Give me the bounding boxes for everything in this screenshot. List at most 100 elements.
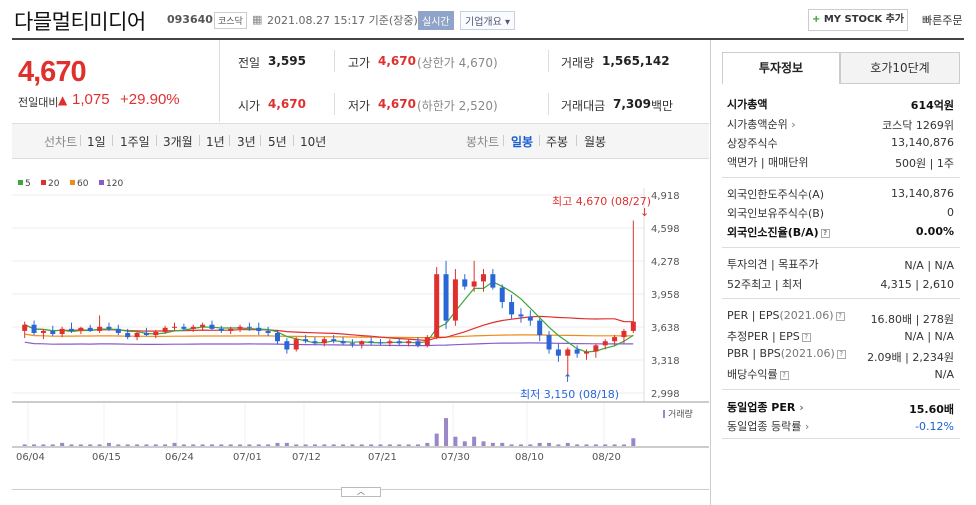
period-3y[interactable]: 3년 [237, 135, 256, 149]
candle-body [59, 328, 65, 335]
divider [722, 298, 960, 299]
cap-rank-label[interactable]: 시가총액순위 › [727, 116, 796, 132]
expand-chart-button[interactable]: ︿ [341, 487, 381, 497]
tab-order-book[interactable]: 호가10단계 [840, 52, 960, 84]
candle-body [331, 339, 337, 342]
quick-order-link[interactable]: 빠른주문 [922, 14, 963, 27]
market-cap-value: 614억원 [910, 99, 954, 112]
divider [722, 389, 960, 390]
week52-value: 4,315 | 2,610 [880, 278, 954, 291]
lower-limit: (하한가 2,520) [417, 99, 498, 113]
x-tick-label: 08/20 [592, 452, 621, 463]
low-label: 저가 [348, 99, 371, 113]
volume-bar [378, 444, 383, 446]
candle-weekly[interactable]: 주봉 [546, 135, 569, 149]
x-tick-label: 06/15 [92, 452, 121, 463]
volume-bar [135, 444, 140, 446]
sector-rate-label[interactable]: 동일업종 등락률 › [727, 418, 809, 434]
help-icon[interactable]: ? [779, 370, 789, 380]
candle-monthly[interactable]: 월봉 [584, 135, 607, 149]
volume-bar [444, 418, 449, 446]
candle-body [50, 330, 56, 335]
pbr-label: PBR | BPS(2021.06)? [727, 347, 846, 360]
candle-body [349, 343, 355, 345]
divider [503, 135, 504, 146]
stock-chart[interactable]: 5 20 60 120 4,918 4,598 4,278 3,958 3,638 3,318 2… [12, 170, 709, 490]
candle-body [265, 330, 271, 333]
volume-value: 1,565,142 [602, 54, 670, 68]
candle-body [321, 339, 327, 344]
divider [156, 135, 157, 146]
candle-body [303, 339, 309, 342]
divider [548, 93, 549, 115]
realtime-button[interactable]: 실시간 [418, 11, 454, 30]
candle-body [359, 341, 365, 345]
volume-bar [106, 442, 111, 446]
candle-daily[interactable]: 일봉 [511, 135, 534, 149]
candle-body [162, 327, 168, 332]
candle-body [584, 351, 589, 354]
x-tick-label: 07/12 [292, 452, 321, 463]
header-divider [12, 38, 964, 40]
line-chart-label[interactable]: 선차트 [44, 135, 78, 149]
candle-chart-label[interactable]: 봉차트 [466, 135, 500, 149]
divider [80, 135, 81, 146]
candle-body [31, 324, 37, 333]
period-10y[interactable]: 10년 [300, 135, 327, 149]
volume-bar [406, 444, 411, 446]
volume-bar [528, 444, 533, 446]
corp-info-dropdown[interactable]: 기업개요 ▾ [460, 11, 516, 30]
period-1w[interactable]: 1주일 [120, 135, 150, 149]
period-1d[interactable]: 1일 [87, 135, 106, 149]
candle-body [209, 324, 215, 329]
company-name: 다믈멀티미디어 [14, 10, 146, 34]
candle-body [115, 328, 121, 333]
candle-body [190, 326, 196, 329]
volume-bar [537, 442, 542, 446]
upper-limit: (상한가 4,670) [417, 56, 498, 70]
candle-body [621, 330, 627, 338]
help-icon[interactable]: ? [836, 349, 846, 359]
candle-body [452, 279, 458, 321]
volume-bar [116, 444, 121, 446]
help-icon[interactable]: ? [835, 311, 845, 321]
legend-label: 60 [77, 179, 89, 189]
help-icon[interactable]: ? [801, 332, 811, 342]
help-icon[interactable]: ? [820, 228, 830, 238]
period-3m[interactable]: 3개월 [163, 135, 193, 149]
volume-bar [631, 438, 636, 446]
volume-bar [575, 444, 580, 446]
volume-bar [462, 441, 467, 446]
candle-body [78, 327, 84, 331]
x-tick-label: 08/10 [515, 452, 544, 463]
y-tick-label: 4,918 [651, 191, 680, 202]
volume-bar [350, 444, 355, 446]
dividend-value: N/A [934, 368, 954, 381]
candle-body [134, 332, 140, 338]
x-tick-label: 06/04 [16, 452, 45, 463]
volume-bar [219, 444, 224, 446]
volume-bar [425, 442, 430, 446]
x-tick-label: 06/24 [165, 452, 194, 463]
divider [112, 135, 113, 146]
candle-body [340, 341, 346, 344]
week52-label: 52주최고 | 최저 [727, 278, 803, 291]
period-5y[interactable]: 5년 [268, 135, 287, 149]
amount-value: 7,309 [613, 97, 651, 111]
candle-body [275, 332, 280, 342]
pbr-date: (2021.06) [780, 347, 835, 360]
sector-per-label[interactable]: 동일업종 PER › [727, 399, 804, 415]
volume-bar [32, 444, 37, 446]
candle-body [602, 341, 608, 346]
volume-bar [415, 444, 420, 446]
prev-close-label: 전일 [238, 56, 261, 70]
foreign-ratio-label: 외국인소진율(B/A)? [727, 224, 830, 240]
foreign-ratio-value: 0.00% [915, 225, 954, 238]
change-percent: +29.90% [120, 91, 180, 108]
period-1y[interactable]: 1년 [206, 135, 225, 149]
add-mystock-button[interactable]: + MY STOCK 추가 [808, 9, 908, 31]
low-value: 4,670 [378, 97, 416, 111]
y-tick-label: 3,638 [651, 323, 680, 334]
opinion-value: N/A | N/A [904, 259, 954, 272]
tab-investment-info[interactable]: 투자정보 [722, 52, 840, 84]
